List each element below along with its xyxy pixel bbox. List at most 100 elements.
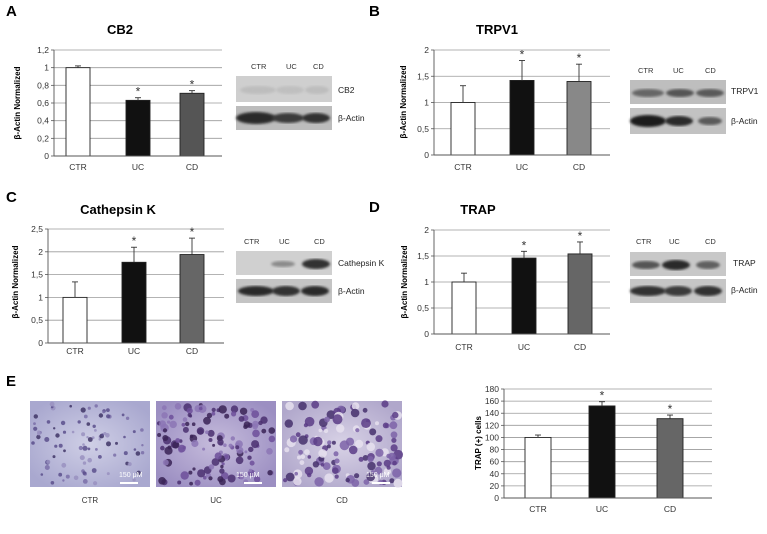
cell-nucleus [333, 451, 339, 457]
cell-nucleus [189, 481, 194, 486]
x-category-label: CTR [69, 162, 86, 172]
cell-nucleus [304, 466, 314, 476]
blot-c-label-cathepsin-k: Cathepsin K [338, 258, 385, 268]
y-tick-label: 1,5 [417, 71, 429, 81]
cell-nucleus [187, 413, 192, 417]
bar-uc [121, 261, 147, 344]
cell-nucleus [136, 470, 141, 475]
cell-nucleus [159, 420, 166, 428]
cell-nucleus [91, 436, 95, 440]
cell-nucleus [252, 429, 260, 438]
cell-nucleus [314, 477, 324, 487]
cell-nucleus [297, 455, 301, 460]
micrograph-ctr: 150 μM [30, 401, 150, 487]
y-tick-label: 180 [485, 384, 499, 394]
chart-title-cb2: CB2 [107, 22, 133, 37]
bar-uc [588, 405, 616, 499]
cell-nucleus [283, 478, 288, 483]
cell-nucleus [294, 471, 299, 476]
cell-nucleus [123, 451, 128, 456]
cell-nucleus [191, 422, 196, 427]
cell-nucleus [82, 445, 88, 451]
cell-nucleus [289, 435, 298, 443]
cell-nucleus [55, 433, 60, 438]
x-category-label: UC [596, 504, 608, 514]
cell-nucleus [211, 411, 216, 416]
cell-nucleus [362, 455, 369, 461]
x-category-label: CD [574, 342, 586, 352]
significance-star: * [600, 389, 605, 403]
cell-nucleus [223, 443, 227, 448]
y-tick-label: 0,5 [31, 315, 43, 325]
cell-nucleus [334, 458, 340, 464]
cell-nucleus [351, 479, 360, 487]
cell-nucleus [381, 400, 389, 408]
western-blot-d: CTR UC CD TRAP β-Actin [630, 237, 758, 303]
cell-nucleus [106, 472, 110, 476]
x-category-label: UC [516, 162, 528, 172]
y-tick-label: 2 [38, 247, 43, 257]
cell-nucleus [235, 456, 244, 465]
cell-nucleus [199, 406, 203, 411]
cell-nucleus [261, 428, 267, 434]
cell-nucleus [231, 411, 237, 417]
cell-nucleus [391, 437, 397, 443]
cell-nucleus [80, 407, 86, 413]
cell-nucleus [249, 460, 255, 466]
cell-nucleus [186, 407, 193, 414]
blot-a-col-ctr: CTR [251, 62, 267, 71]
micrograph-uc-cells [156, 403, 276, 486]
cell-nucleus [62, 430, 67, 434]
cell-nucleus [376, 461, 382, 467]
cell-nucleus [94, 429, 97, 432]
cell-nucleus [121, 413, 125, 417]
cell-nucleus [44, 437, 50, 442]
x-category-label: CTR [529, 504, 546, 514]
cell-nucleus [94, 404, 98, 408]
cell-nucleus [189, 434, 194, 439]
cell-nucleus [323, 428, 329, 434]
cell-nucleus [392, 411, 399, 419]
micrograph-ctr-cells [31, 401, 145, 486]
cell-nucleus [217, 439, 224, 446]
cell-nucleus [362, 407, 368, 413]
cell-nucleus [208, 464, 215, 470]
y-tick-label: 160 [485, 396, 499, 406]
y-tick-label: 1 [424, 98, 429, 108]
cell-nucleus [324, 473, 334, 483]
cell-nucleus [158, 477, 166, 485]
cell-nucleus [82, 471, 87, 475]
chart-title-cathepsin-k: Cathepsin K [80, 202, 156, 217]
western-blot-c: CTR UC CD Cathepsin K β-Actin [236, 237, 385, 303]
blot-b-label-actin: β-Actin [731, 116, 758, 126]
cell-nucleus [393, 478, 403, 488]
bar-ctr [65, 67, 91, 157]
cell-nucleus [293, 477, 302, 486]
y-axis-label-c: β-Actin Normalized [11, 245, 20, 318]
cell-nucleus [162, 435, 169, 441]
y-tick-label: 2 [424, 45, 429, 55]
cell-nucleus [313, 436, 323, 447]
cell-nucleus [33, 422, 36, 425]
cell-nucleus [348, 445, 358, 455]
cell-nucleus [298, 401, 307, 411]
significance-star: * [577, 51, 582, 65]
cell-nucleus [98, 455, 102, 459]
panel-letter-d: D [369, 199, 380, 216]
cell-nucleus [239, 475, 244, 480]
cell-nucleus [312, 461, 320, 468]
cell-nucleus [140, 451, 145, 455]
scale-bar-label-ctr: 150 μM [119, 472, 143, 479]
cell-nucleus [361, 418, 371, 428]
scale-bar-label-cd: 150 μM [366, 472, 390, 479]
cell-nucleus [224, 413, 230, 419]
y-tick-label: 2 [424, 225, 429, 235]
significance-star: * [668, 402, 673, 416]
cell-nucleus [285, 401, 294, 411]
cell-nucleus [221, 462, 225, 466]
y-tick-label: 1,2 [37, 45, 49, 55]
cell-nucleus [388, 452, 396, 461]
cell-nucleus [208, 476, 213, 481]
y-tick-label: 0,4 [37, 116, 49, 126]
cell-nucleus [60, 420, 66, 426]
